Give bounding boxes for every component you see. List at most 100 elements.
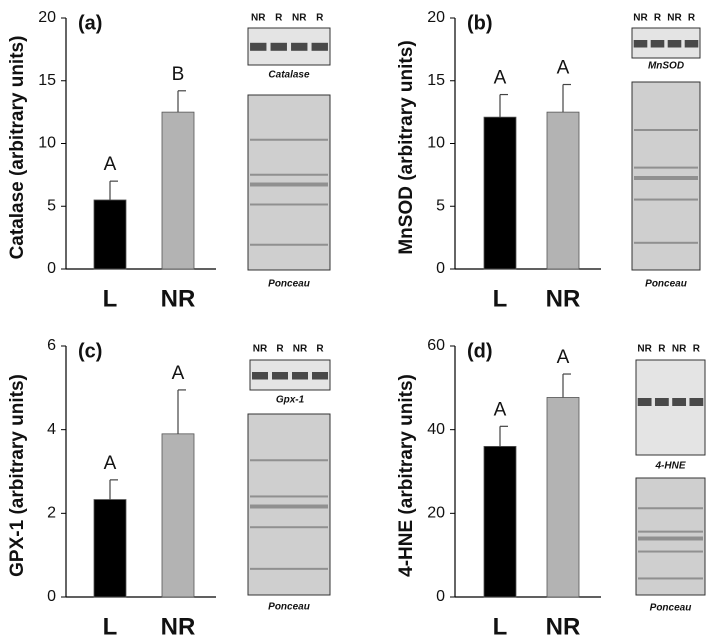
blot-band: [672, 398, 687, 406]
blot-band: [272, 372, 288, 380]
y-tick-label: 40: [427, 421, 445, 438]
lane-label: R: [654, 13, 662, 24]
x-tick-label: NR: [161, 613, 196, 640]
ponceau-band: [638, 577, 703, 580]
y-tick-label: 15: [427, 72, 445, 89]
blot-label: MnSOD: [648, 61, 684, 72]
blot-image: [635, 359, 706, 456]
blot-band: [684, 40, 699, 48]
x-tick-label: NR: [546, 285, 581, 312]
significance-letter: A: [172, 363, 185, 384]
lane-label: NR: [251, 13, 266, 24]
blot-band: [292, 372, 308, 380]
significance-letter: A: [557, 347, 570, 368]
blot-band: [637, 398, 652, 406]
blot-label: 4-HNE: [654, 461, 685, 472]
y-tick-label: 15: [38, 72, 56, 89]
ponceau-band: [250, 459, 328, 462]
y-tick-label: 0: [47, 260, 56, 277]
lane-label: R: [316, 13, 324, 24]
bar: [546, 397, 580, 598]
blot-label: Gpx-1: [276, 395, 305, 406]
blot-label: Catalase: [268, 70, 310, 81]
lane-label: NR: [293, 344, 308, 355]
blot-band: [311, 42, 328, 51]
blot-band: [667, 40, 682, 48]
bar: [161, 433, 195, 598]
y-tick-label: 0: [436, 588, 445, 605]
significance-letter: B: [172, 64, 185, 85]
x-tick-label: L: [493, 285, 508, 312]
ponceau-band: [634, 198, 698, 201]
stain-label: Ponceau: [268, 279, 310, 290]
ponceau-band: [250, 504, 328, 509]
lane-label: R: [276, 344, 284, 355]
ponceau-band: [634, 166, 698, 169]
x-tick-label: L: [103, 285, 118, 312]
panel-label: (d): [467, 340, 493, 362]
bar: [93, 199, 127, 270]
panel-label: (a): [78, 12, 102, 34]
ponceau-band: [250, 243, 328, 246]
lane-label: NR: [637, 344, 652, 355]
y-tick-label: 60: [427, 337, 445, 354]
lane-label: R: [316, 344, 324, 355]
ponceau-band: [250, 182, 328, 187]
ponceau-band: [250, 138, 328, 141]
ponceau-band: [634, 129, 698, 131]
x-tick-label: L: [103, 613, 118, 640]
y-tick-label: 2: [47, 505, 56, 522]
y-tick-label: 0: [47, 588, 56, 605]
y-tick-label: 0: [436, 260, 445, 277]
significance-letter: A: [104, 154, 117, 175]
bar: [93, 499, 127, 598]
x-tick-label: L: [493, 613, 508, 640]
lane-label: NR: [633, 13, 648, 24]
y-tick-label: 10: [427, 135, 445, 152]
y-tick-label: 4: [47, 421, 56, 438]
y-tick-label: 20: [38, 9, 56, 26]
x-tick-label: NR: [161, 285, 196, 312]
y-tick-label: 10: [38, 135, 56, 152]
lane-label: R: [688, 13, 696, 24]
y-tick-label: 5: [47, 197, 56, 214]
ponceau-band: [638, 507, 703, 510]
ponceau-band: [250, 567, 328, 570]
blot-band: [654, 398, 669, 406]
ponceau-band: [250, 203, 328, 206]
ponceau-band: [634, 176, 698, 180]
lane-label: R: [658, 344, 666, 355]
stain-label: Ponceau: [645, 279, 687, 290]
bar: [161, 111, 195, 270]
panel-label: (c): [78, 340, 102, 362]
lane-label: NR: [667, 13, 682, 24]
bar: [546, 111, 580, 270]
x-tick-label: NR: [546, 613, 581, 640]
blot-band: [270, 42, 287, 51]
ponceau-band: [638, 550, 703, 553]
significance-letter: A: [557, 58, 570, 79]
lane-label: NR: [253, 344, 268, 355]
y-tick-label: 5: [436, 197, 445, 214]
y-axis-label: MnSOD (arbitrary units): [396, 40, 417, 254]
lane-label: NR: [292, 13, 307, 24]
y-axis-label: Catalase (arbitrary units): [7, 36, 28, 260]
y-tick-label: 6: [47, 337, 56, 354]
y-tick-label: 20: [427, 9, 445, 26]
lane-label: NR: [672, 344, 687, 355]
lane-label: R: [693, 344, 701, 355]
blot-band: [650, 40, 665, 48]
lane-label: R: [275, 13, 283, 24]
y-axis-label: GPX-1 (arbitrary units): [7, 374, 28, 577]
ponceau-band: [638, 530, 703, 533]
significance-letter: A: [494, 399, 507, 420]
stain-label: Ponceau: [268, 602, 310, 613]
blot-band: [633, 40, 648, 48]
ponceau-band: [250, 526, 328, 529]
ponceau-band: [250, 173, 328, 176]
ponceau-band: [250, 495, 328, 498]
y-axis-label: 4-HNE (arbitrary units): [396, 374, 417, 577]
y-tick-label: 20: [427, 505, 445, 522]
blot-band: [291, 42, 308, 51]
ponceau-band: [634, 241, 698, 244]
